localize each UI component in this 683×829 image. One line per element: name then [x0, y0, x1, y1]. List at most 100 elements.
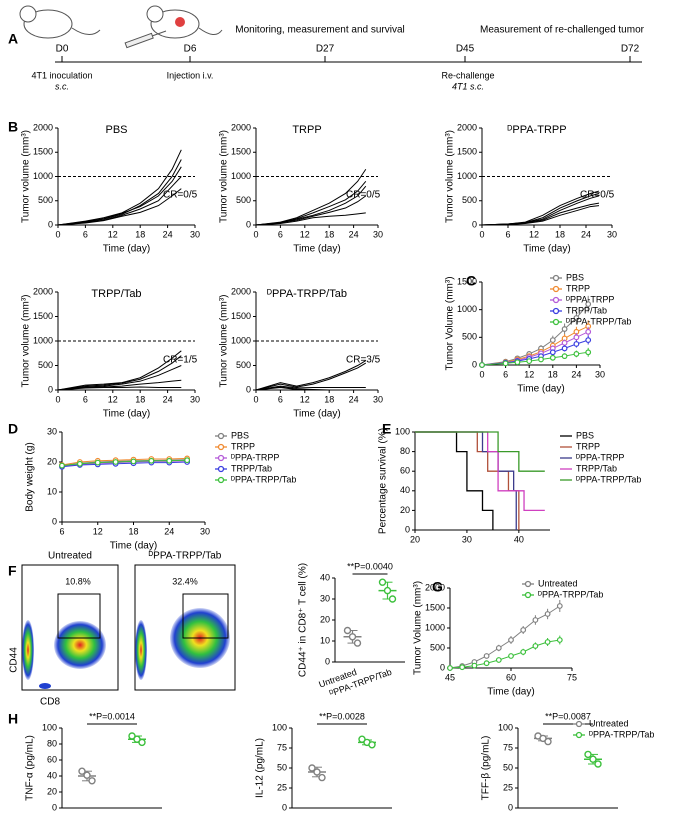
y-tick-label: 1000	[457, 304, 477, 314]
x-axis-label: Time (day)	[103, 409, 150, 420]
data-point	[166, 457, 173, 464]
legend-label: PBS	[231, 430, 249, 440]
data-point	[549, 349, 556, 356]
data-point	[589, 755, 597, 763]
data-line	[255, 360, 367, 391]
y-tick-label: 1500	[33, 147, 53, 157]
data-line	[415, 431, 545, 512]
data-point	[459, 664, 466, 671]
x-tick-label: 0	[55, 394, 60, 404]
data-point	[585, 328, 592, 335]
data-line	[57, 386, 182, 391]
flow-gate-value: 32.4%	[172, 576, 198, 586]
panel-label: A	[8, 31, 18, 47]
x-tick-label: 0	[253, 229, 258, 239]
data-line	[57, 149, 182, 226]
y-tick-label: 0	[508, 802, 513, 812]
legend-marker	[575, 731, 583, 739]
x-axis-label: Time (day)	[517, 384, 564, 395]
data-point	[561, 326, 568, 332]
x-tick-label: 12	[300, 394, 310, 404]
x-tick-label: 24	[581, 229, 591, 239]
data-point	[549, 337, 556, 344]
y-axis-label: Tumor volume (mm³)	[219, 130, 230, 223]
x-tick-label: 6	[503, 369, 508, 379]
annotation: CR=0/5	[580, 190, 615, 201]
flow-density	[39, 683, 51, 689]
data-line	[255, 168, 367, 226]
annotation: CR=0/5	[163, 190, 198, 201]
y-tick-label: 1500	[231, 147, 251, 157]
y-tick-label: 30	[47, 426, 57, 436]
y-tick-label: 50	[277, 762, 287, 772]
y-tick-label: 0	[440, 662, 445, 672]
data-point	[495, 657, 502, 663]
legend-label: ᴰPPA-TRPP/Tab	[589, 729, 654, 739]
legend-label: TRPP/Tab	[566, 305, 607, 315]
timeline-event: 4T1 inoculation	[31, 70, 92, 80]
chart-title: TRPP/Tab	[91, 288, 141, 300]
x-axis-label: Time (day)	[523, 244, 570, 255]
x-tick-label: 6	[278, 229, 283, 239]
y-tick-label: 1500	[457, 147, 477, 157]
x-tick-label: 0	[55, 229, 60, 239]
legend-marker	[552, 307, 560, 315]
x-tick-label: 12	[93, 526, 103, 536]
significance-label: **P=0.0087	[545, 711, 591, 721]
data-point	[368, 741, 376, 749]
y-tick-label: 25	[503, 782, 513, 792]
timeline-note: 4T1 s.c.	[452, 81, 484, 91]
y-tick-label: 25	[277, 782, 287, 792]
timeline-phase: Measurement of re-challenged tumor	[480, 25, 645, 36]
y-tick-label: 10	[47, 486, 57, 496]
data-point	[561, 339, 568, 346]
data-line	[481, 339, 589, 366]
data-point	[184, 457, 191, 464]
x-tick-label: 45	[445, 672, 455, 682]
data-point	[549, 354, 556, 361]
x-tick-label: 60	[506, 672, 516, 682]
data-point	[585, 337, 592, 344]
panel-label: E	[382, 421, 391, 437]
flow-gate	[57, 593, 101, 639]
data-point	[479, 362, 485, 368]
legend-label: ᴰPPA-TRPP/Tab	[576, 474, 641, 484]
x-tick-label: 0	[479, 369, 484, 379]
x-tick-label: 30	[200, 526, 210, 536]
x-tick-label: 12	[529, 229, 539, 239]
legend-label: PBS	[566, 272, 584, 282]
x-tick-label: 6	[83, 394, 88, 404]
chart-title: ᴰPPA-TRPP/Tab	[267, 288, 347, 300]
y-axis-label: IL-12 (pg/mL)	[255, 738, 266, 798]
y-tick-label: 1000	[231, 335, 251, 345]
y-axis-label: TNF-α (pg/mL)	[25, 735, 36, 801]
y-tick-label: 0	[246, 384, 251, 394]
y-axis-label: Tumor Volume (mm³)	[445, 276, 456, 370]
x-tick-label: 18	[128, 526, 138, 536]
data-line	[449, 605, 561, 669]
data-line	[57, 188, 182, 226]
data-line	[57, 176, 182, 226]
y-tick-label: 20	[320, 614, 330, 624]
x-tick-label: 30	[373, 394, 383, 404]
data-point	[83, 771, 91, 779]
data-point	[133, 735, 141, 743]
y-axis-label: TFF-β (pg/mL)	[481, 736, 492, 801]
legend-marker	[217, 454, 225, 462]
timeline-day: D27	[316, 44, 335, 55]
x-tick-label: 18	[135, 229, 145, 239]
data-point	[358, 735, 366, 743]
data-line	[61, 461, 188, 468]
y-tick-label: 1500	[33, 311, 53, 321]
panel-label: G	[432, 579, 443, 595]
y-tick-label: 1000	[425, 622, 445, 632]
timeline-day: D6	[184, 44, 197, 55]
data-point	[508, 653, 514, 659]
y-axis-label: Tumor volume (mm³)	[219, 295, 230, 388]
flow-cytometry: Untreated 10.8% ᴰPPA-TRPP/Tab 32.4% CD8 …	[9, 551, 236, 708]
y-tick-label: 75	[503, 742, 513, 752]
flow-y-label: CD44	[9, 647, 20, 673]
y-tick-label: 20	[47, 456, 57, 466]
y-tick-label: 60	[400, 466, 410, 476]
y-tick-label: 2000	[33, 122, 53, 132]
